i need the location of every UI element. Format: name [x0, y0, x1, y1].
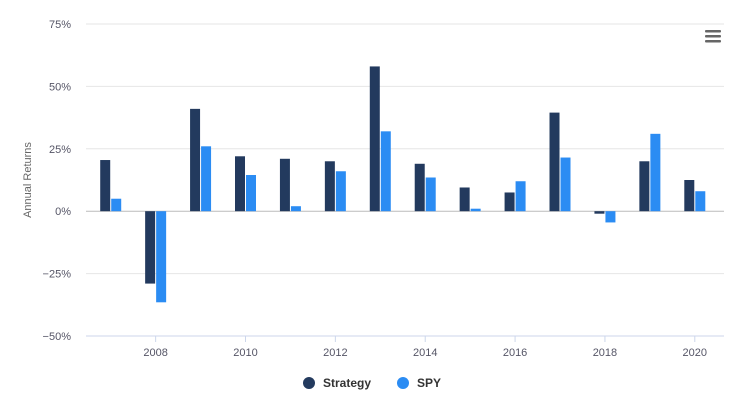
bar-strategy-2016[interactable]: [504, 192, 515, 212]
y-axis-ticks: −50% −25% 0% 25% 50% 75%: [43, 19, 72, 343]
y-tick-label: −25%: [43, 269, 72, 281]
legend-label: Strategy: [323, 376, 371, 390]
bar-spy-2008[interactable]: [156, 211, 167, 303]
bar-spy-2007[interactable]: [111, 198, 122, 212]
legend-marker: [303, 377, 315, 389]
y-tick-label: 75%: [49, 19, 71, 31]
x-tick-label: 2012: [323, 347, 347, 359]
bar-spy-2011[interactable]: [290, 206, 301, 212]
legend-label: SPY: [417, 376, 441, 390]
x-tick-label: 2008: [143, 347, 167, 359]
bar-spy-2020[interactable]: [695, 191, 706, 212]
y-axis-title: Annual Returns: [22, 142, 34, 218]
bar-strategy-2020[interactable]: [684, 180, 695, 212]
bar-spy-2015[interactable]: [470, 208, 481, 212]
bar-spy-2010[interactable]: [246, 175, 256, 212]
bar-strategy-2011[interactable]: [279, 158, 290, 212]
bars: [100, 66, 706, 303]
bar-strategy-2010[interactable]: [235, 156, 245, 212]
bar-strategy-2018[interactable]: [594, 211, 605, 214]
bar-spy-2019[interactable]: [650, 133, 661, 212]
x-tick-label: 2016: [503, 347, 527, 359]
x-tick-label: 2014: [413, 347, 437, 359]
bar-strategy-2013[interactable]: [369, 66, 380, 212]
legend: Strategy SPY: [303, 376, 441, 390]
x-tick-label: 2018: [593, 347, 617, 359]
x-tick-label: 2020: [683, 347, 707, 359]
bar-strategy-2007[interactable]: [100, 160, 111, 212]
bar-strategy-2014[interactable]: [414, 163, 425, 212]
bar-strategy-2008[interactable]: [145, 211, 156, 284]
hamburger-menu-icon[interactable]: [702, 28, 726, 46]
bar-spy-2013[interactable]: [380, 131, 391, 212]
x-axis-ticks: 2008 2010 2012 2014 2016 2018 2020: [86, 335, 724, 359]
y-tick-label: −50%: [43, 331, 72, 343]
y-tick-label: 0%: [55, 206, 71, 218]
bar-strategy-2009[interactable]: [190, 108, 201, 212]
gridlines: [86, 23, 724, 337]
bar-spy-2009[interactable]: [201, 146, 212, 212]
bar-spy-2016[interactable]: [515, 181, 526, 212]
bar-strategy-2019[interactable]: [639, 161, 650, 212]
bar-spy-2017[interactable]: [560, 157, 571, 212]
legend-item-strategy[interactable]: Strategy: [303, 376, 371, 390]
x-tick-label: 2010: [233, 347, 257, 359]
y-tick-label: 25%: [49, 144, 71, 156]
bar-strategy-2015[interactable]: [459, 187, 470, 212]
legend-marker: [397, 377, 409, 389]
bar-spy-2018[interactable]: [605, 211, 616, 223]
y-tick-label: 50%: [49, 81, 71, 93]
bar-spy-2012[interactable]: [335, 171, 346, 212]
bar-strategy-2017[interactable]: [549, 112, 560, 212]
bar-strategy-2012[interactable]: [324, 161, 335, 212]
bar-spy-2014[interactable]: [425, 177, 436, 212]
legend-item-spy[interactable]: SPY: [397, 376, 441, 390]
